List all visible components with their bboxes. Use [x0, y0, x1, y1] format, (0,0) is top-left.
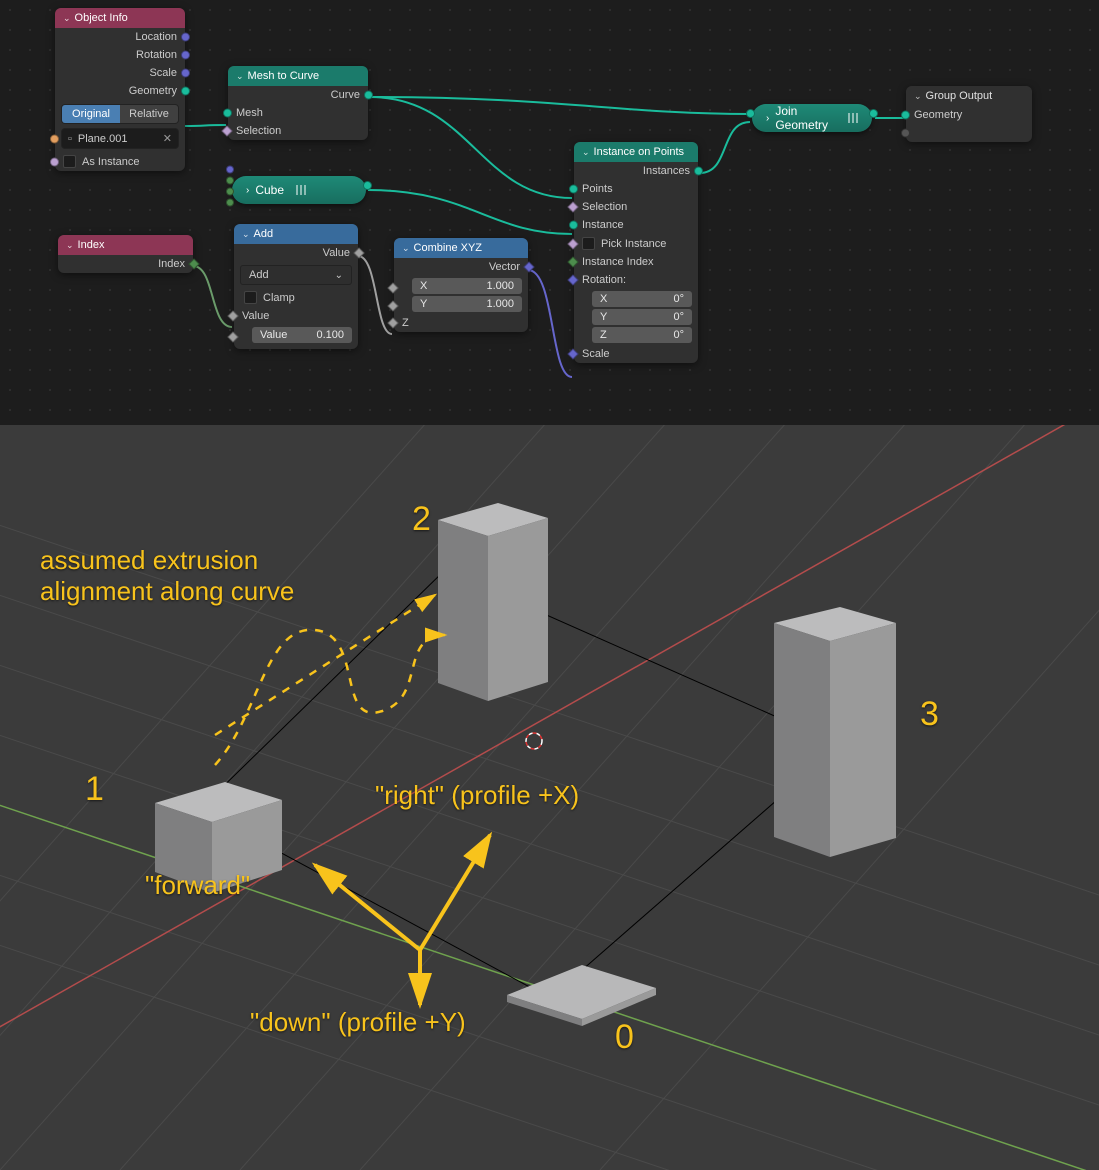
input-z: Z [394, 314, 528, 332]
output-geometry: Geometry [55, 82, 185, 100]
chevron-down-icon: ⌄ [402, 243, 410, 254]
node-title: Object Info [75, 12, 128, 24]
input-as-instance[interactable]: As Instance [55, 152, 185, 171]
clamp-checkbox[interactable]: Clamp [234, 288, 358, 307]
viewport-3d[interactable]: assumed extrusion alignment along curve … [0, 425, 1099, 1170]
input-geometry: Geometry [906, 106, 1032, 124]
chevron-down-icon: ⌄ [914, 91, 922, 102]
clear-icon[interactable]: ✕ [163, 132, 172, 145]
cube-3 [774, 607, 896, 857]
node-title: Add [254, 228, 274, 240]
input-instance-index: Instance Index [574, 253, 698, 271]
anno-forward: "forward" [145, 870, 250, 901]
mode-original[interactable]: Original [62, 105, 120, 123]
label-2: 2 [412, 500, 431, 539]
node-object-info[interactable]: ⌄ Object Info Location Rotation Scale Ge… [55, 8, 185, 171]
node-join-geometry[interactable]: › Join Geometry [752, 104, 872, 132]
checkbox[interactable] [244, 291, 257, 304]
input-scale: Scale [574, 345, 698, 363]
node-title: Cube [255, 183, 284, 197]
output-location: Location [55, 28, 185, 46]
cube-0 [507, 965, 656, 1026]
chevron-down-icon: ⌄ [63, 13, 71, 24]
mode-toggle[interactable]: Original Relative [61, 104, 179, 124]
anno-extrusion: assumed extrusion alignment along curve [40, 545, 294, 607]
axis-x [0, 425, 1099, 1055]
field-x[interactable]: X 1.000 [412, 278, 522, 294]
chevron-down-icon: ⌄ [242, 229, 250, 240]
input-mesh: Mesh [228, 104, 368, 122]
mode-relative[interactable]: Relative [120, 105, 178, 123]
geometry-nodes-editor[interactable]: ⌄ Object Info Location Rotation Scale Ge… [0, 0, 1099, 425]
output-instances: Instances [574, 162, 698, 180]
chevron-right-icon: › [246, 185, 249, 196]
label-3: 3 [920, 695, 939, 734]
anno-down: "down" (profile +Y) [250, 1007, 466, 1038]
node-mesh-to-curve[interactable]: ⌄ Mesh to Curve Curve Mesh Selection [228, 66, 368, 140]
label-1: 1 [85, 770, 104, 809]
object-icon: ▫ [68, 133, 72, 145]
anno-right: "right" (profile +X) [375, 780, 579, 811]
input-instance: Instance [574, 216, 698, 234]
checkbox[interactable] [63, 155, 76, 168]
input-value-b[interactable]: Value 0.100 [252, 327, 352, 343]
cube-2 [438, 503, 548, 701]
field-rot-y[interactable]: Y 0° [592, 309, 692, 325]
node-header[interactable]: ⌄ Combine XYZ [394, 238, 528, 258]
input-value-a: Value [234, 307, 358, 325]
chevron-down-icon: ⌄ [582, 147, 590, 158]
node-header[interactable]: ⌄ Mesh to Curve [228, 66, 368, 86]
input-selection: Selection [228, 122, 368, 140]
output-scale: Scale [55, 64, 185, 82]
node-group-output[interactable]: ⌄ Group Output Geometry [906, 86, 1032, 142]
node-cube[interactable]: › Cube [232, 176, 366, 204]
input-pick-instance[interactable]: Pick Instance [574, 234, 698, 253]
node-title: Mesh to Curve [248, 70, 320, 82]
node-index[interactable]: ⌄ Index Index [58, 235, 193, 273]
field-y[interactable]: Y 1.000 [412, 296, 522, 312]
node-title: Index [78, 239, 105, 251]
cursor-3d [526, 733, 542, 749]
field-rot-x[interactable]: X 0° [592, 291, 692, 307]
node-math-add[interactable]: ⌄ Add Value Add ⌄ Clamp Value Value 0.10… [234, 224, 358, 349]
chevron-down-icon: ⌄ [335, 270, 343, 281]
node-header[interactable]: ⌄ Index [58, 235, 193, 255]
output-curve: Curve [228, 86, 368, 104]
grip-icon [848, 113, 858, 123]
input-blank [906, 124, 1032, 142]
operation-dropdown[interactable]: Add ⌄ [240, 265, 352, 285]
chevron-down-icon: ⌄ [66, 240, 74, 251]
input-points: Points [574, 180, 698, 198]
label-0: 0 [615, 1018, 634, 1057]
node-title: Join Geometry [775, 104, 836, 132]
output-vector: Vector [394, 258, 528, 276]
output-index: Index [58, 255, 193, 273]
node-title: Group Output [926, 90, 993, 102]
object-picker[interactable]: ▫ Plane.001 ✕ [61, 128, 179, 149]
node-header[interactable]: ⌄ Object Info [55, 8, 185, 28]
output-value: Value [234, 244, 358, 262]
checkbox[interactable] [582, 237, 595, 250]
node-header[interactable]: ⌄ Instance on Points [574, 142, 698, 162]
node-title: Combine XYZ [414, 242, 482, 254]
chevron-right-icon: › [766, 113, 769, 124]
field-rot-z[interactable]: Z 0° [592, 327, 692, 343]
input-selection: Selection [574, 198, 698, 216]
node-instance-on-points[interactable]: ⌄ Instance on Points Instances Points Se… [574, 142, 698, 363]
input-rotation: Rotation: [574, 271, 698, 289]
output-rotation: Rotation [55, 46, 185, 64]
chevron-down-icon: ⌄ [236, 71, 244, 82]
node-header[interactable]: ⌄ Group Output [906, 86, 1032, 106]
object-value: Plane.001 [78, 133, 128, 145]
node-header[interactable]: ⌄ Add [234, 224, 358, 244]
grip-icon [296, 185, 306, 195]
node-combine-xyz[interactable]: ⌄ Combine XYZ Vector X 1.000 Y 1.000 Z [394, 238, 528, 332]
node-title: Instance on Points [594, 146, 685, 158]
